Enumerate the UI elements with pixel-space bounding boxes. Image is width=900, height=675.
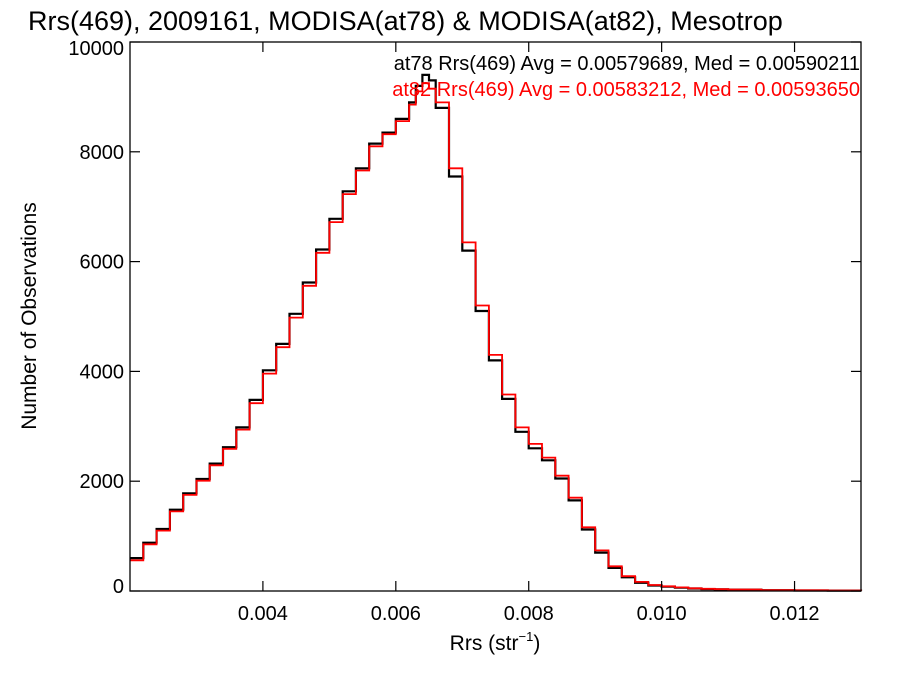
x-axis-label-main: Rrs (str	[450, 632, 519, 655]
ticks-group	[130, 41, 861, 592]
x-tick-label: 0.004	[238, 603, 288, 625]
y-tick-label: 8000	[80, 142, 125, 164]
legend: at78 Rrs(469) Avg = 0.00579689, Med = 0.…	[392, 53, 860, 101]
series-group	[130, 73, 863, 592]
x-tick-label: 0.006	[371, 603, 421, 625]
x-tick-label: 0.010	[637, 603, 687, 625]
y-tick-label: 6000	[80, 252, 125, 274]
plot-frame	[129, 41, 862, 592]
x-axis-label-close: )	[533, 632, 540, 655]
series-line-at82	[130, 82, 862, 592]
y-tick-label: 2000	[80, 471, 125, 493]
legend-entry-at82: at82 Rrs(469) Avg = 0.00583212, Med = 0.…	[392, 79, 860, 101]
y-axis-label: Number of Observations	[18, 202, 41, 430]
tick-labels-group: 0.004 0.006 0.008 0.010 0.012 0 2000 4000 6000 80…	[68, 38, 819, 625]
legend-entry-at78: at78 Rrs(469) Avg = 0.00579689, Med = 0.…	[394, 53, 860, 75]
series-line-at78	[130, 73, 863, 592]
x-tick-label: 0.008	[504, 603, 554, 625]
y-tick-label: 0	[113, 576, 124, 598]
x-axis-label: Rrs (str−1)	[450, 629, 541, 655]
y-tick-label: 10000	[68, 38, 124, 60]
chart-title: Rrs(469), 2009161, MODISA(at78) & MODISA…	[28, 6, 783, 36]
x-tick-label: 0.012	[770, 603, 820, 625]
x-axis-label-superscript: −1	[519, 629, 534, 644]
y-tick-label: 4000	[80, 361, 125, 383]
